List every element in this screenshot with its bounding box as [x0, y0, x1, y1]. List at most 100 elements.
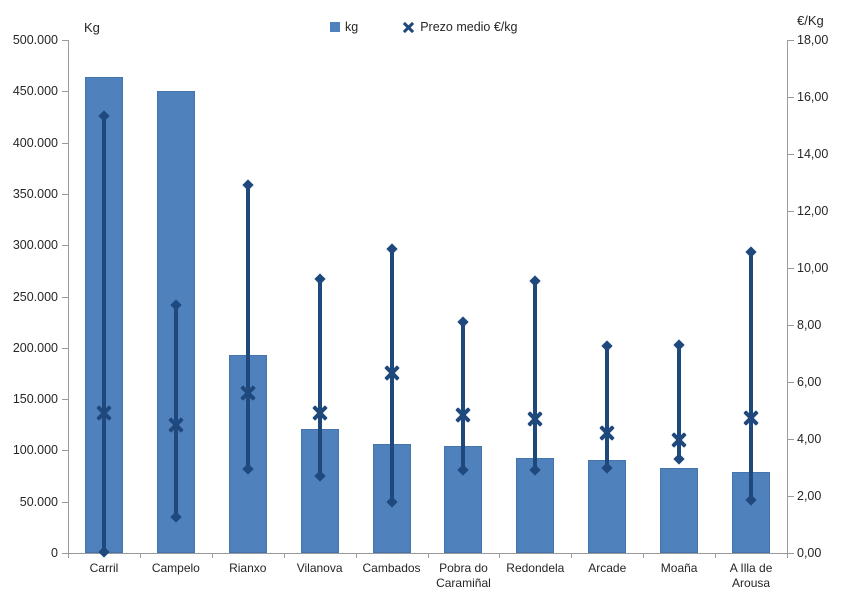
x-category-label: A Illa de Arousa	[729, 561, 773, 590]
price-range-line-Arcade	[605, 346, 610, 468]
y-right-tick-label: 14,00	[797, 147, 829, 161]
y-right-axis-line	[787, 40, 788, 553]
y-right-axis-title: €/Kg	[797, 13, 824, 28]
y-right-tick	[788, 325, 794, 326]
y-right-tick-label: 10,00	[797, 261, 829, 275]
x-axis-tick	[571, 553, 573, 558]
bar-Redondela	[516, 457, 555, 553]
y-right-tick-label: 4,00	[797, 432, 822, 446]
y-right-tick	[788, 40, 794, 41]
y-right-tick	[788, 439, 794, 440]
prezo-medio-marker-icon	[526, 410, 544, 428]
y-left-tick-label: 0	[51, 546, 58, 560]
prezo-medio-marker-icon	[742, 409, 760, 427]
x-category-label: Pobra do Caramiñal	[436, 561, 491, 590]
y-right-tick	[788, 382, 794, 383]
price-max-marker-icon	[745, 246, 757, 258]
y-left-tick	[62, 553, 68, 554]
bar-Arcade	[588, 459, 627, 553]
price-max-marker-icon	[601, 340, 613, 353]
price-range-line-Moaña	[677, 344, 682, 459]
price-min-marker-icon	[673, 453, 685, 465]
y-left-tick-label: 250.000	[12, 289, 58, 304]
x-axis-tick	[68, 553, 69, 558]
price-range-line-Vilanova	[317, 279, 322, 477]
y-right-tick	[788, 553, 794, 554]
bar-Moaña	[660, 467, 699, 553]
y-left-tick	[62, 91, 68, 93]
y-left-axis-line	[68, 40, 69, 553]
price-max-marker-icon	[242, 179, 254, 192]
y-left-tick	[62, 40, 68, 41]
prezo-medio-marker-icon	[454, 406, 472, 424]
x-category-label: Redondela	[506, 561, 565, 575]
y-right-tick-label: 0,00	[797, 546, 822, 560]
y-right-tick-label: 18,00	[797, 33, 829, 47]
price-max-marker-icon	[385, 243, 398, 256]
y-left-tick-label: 450.000	[12, 84, 58, 99]
y-left-tick-label: 100.000	[12, 443, 58, 458]
y-right-tick-label: 6,00	[797, 375, 822, 389]
bar-series-swatch-icon	[330, 22, 340, 32]
y-right-tick-label: 8,00	[797, 318, 822, 332]
x-category-label: Arcade	[588, 561, 627, 575]
prezo-medio-marker-icon	[383, 364, 401, 382]
x-axis-tick	[355, 553, 357, 558]
y-right-tick	[788, 496, 794, 497]
prezo-medio-marker-icon	[239, 384, 257, 402]
price-max-marker-icon	[457, 316, 470, 328]
y-left-tick	[62, 296, 68, 298]
price-max-marker-icon	[529, 275, 542, 287]
y-left-tick-label: 300.000	[12, 238, 58, 253]
y-left-tick	[62, 450, 68, 452]
price-max-marker-icon	[673, 339, 685, 351]
y-left-tick-label: 400.000	[12, 135, 58, 150]
y-right-tick-label: 12,00	[797, 204, 829, 218]
y-left-tick	[62, 245, 68, 247]
prezo-medio-marker-icon	[167, 416, 185, 434]
y-left-tick-label: 150.000	[12, 392, 58, 407]
y-right-tick	[788, 268, 794, 269]
prezo-medio-marker-icon	[598, 424, 616, 442]
y-right-tick-label: 2,00	[797, 489, 822, 503]
y-left-tick	[62, 501, 68, 503]
y-right-tick	[788, 97, 794, 98]
price-range-line-Carril	[101, 115, 106, 552]
y-left-axis-title: Kg	[84, 20, 100, 35]
prezo-medio-marker-icon	[311, 404, 329, 422]
legend-label-kg: kg	[345, 20, 359, 34]
y-left-tick	[62, 347, 68, 349]
price-range-line-Pobra do Caramiñal	[461, 322, 466, 471]
y-right-tick	[788, 154, 794, 155]
x-marker-icon	[402, 21, 415, 34]
x-axis-tick	[283, 553, 285, 558]
prezo-medio-marker-icon	[95, 404, 113, 422]
x-axis-tick	[427, 553, 429, 558]
legend-label-prezo-medio: Prezo medio €/kg	[420, 20, 518, 34]
y-left-tick-label: 350.000	[12, 186, 58, 201]
x-axis-tick	[643, 553, 645, 558]
price-range-line-Rianxo	[245, 185, 250, 469]
y-right-tick-label: 16,00	[797, 90, 829, 104]
x-category-label: Cambados	[362, 561, 421, 575]
x-category-label: Campelo	[151, 561, 200, 575]
price-range-line-Redondela	[533, 280, 538, 471]
x-category-label: Moaña	[660, 561, 698, 575]
price-range-line-A Illa de Arousa	[749, 252, 754, 501]
y-left-tick	[62, 142, 68, 144]
x-category-label: Rianxo	[229, 561, 267, 575]
x-category-label: Vilanova	[296, 561, 343, 575]
chart-legend: kg Prezo medio €/kg	[330, 18, 517, 36]
x-axis-tick	[499, 553, 501, 558]
price-max-marker-icon	[313, 273, 326, 286]
x-axis-tick	[139, 553, 141, 558]
x-axis-tick	[715, 553, 717, 558]
legend-item-kg: kg	[330, 20, 358, 34]
legend-item-prezo-medio: Prezo medio €/kg	[402, 20, 517, 34]
price-range-line-Campelo	[173, 305, 178, 518]
y-left-tick	[62, 193, 68, 195]
x-category-label: Carril	[89, 561, 119, 575]
y-left-tick	[62, 399, 68, 401]
prezo-medio-marker-icon	[670, 431, 688, 449]
